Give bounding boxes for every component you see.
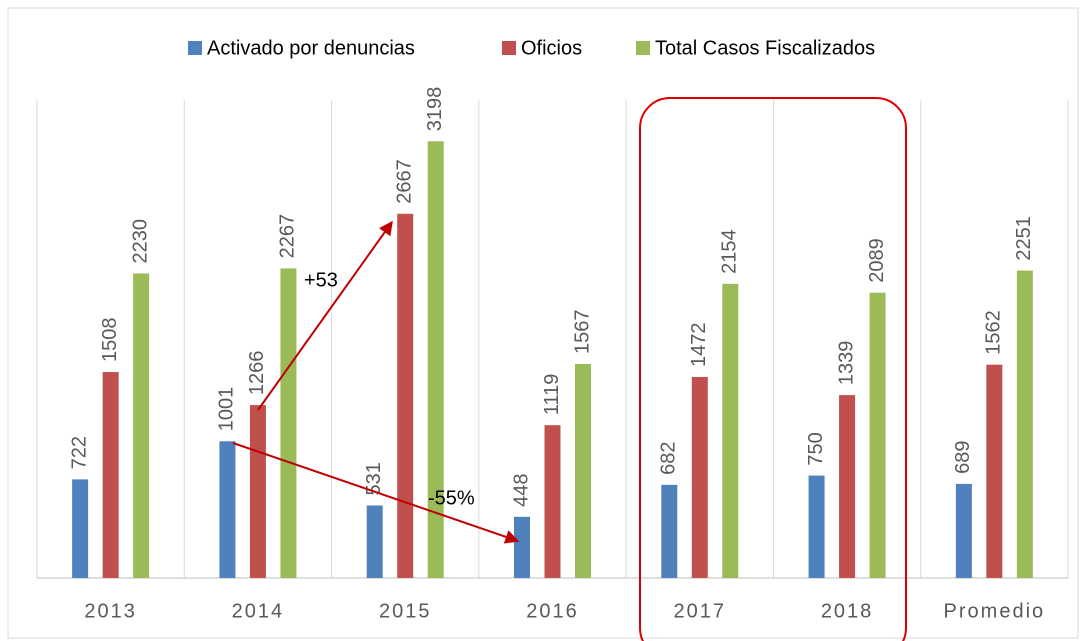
- x-tick-label: 2017: [674, 600, 727, 622]
- bar: [808, 475, 825, 578]
- bar: [575, 363, 591, 578]
- bar: [102, 372, 119, 578]
- data-label: 1472: [688, 322, 710, 367]
- bar: [249, 405, 266, 578]
- x-tick-label: 2013: [84, 600, 137, 622]
- data-label: 3198: [424, 87, 446, 132]
- bar: [986, 364, 1003, 578]
- x-tick-label: Promedio: [944, 600, 1046, 622]
- data-label: 2230: [129, 219, 151, 264]
- legend-swatch: [636, 41, 650, 55]
- bar: [544, 425, 561, 578]
- x-tick-label: 2016: [526, 600, 579, 622]
- bar: [72, 479, 89, 578]
- data-label: 1562: [983, 310, 1005, 355]
- data-label: 2089: [866, 238, 888, 283]
- annotation: +53: [304, 269, 338, 291]
- bar: [280, 268, 297, 578]
- data-label: 1001: [216, 387, 238, 432]
- bar: [133, 273, 150, 578]
- legend-swatch: [188, 41, 202, 55]
- bar: [869, 292, 886, 578]
- annotation: -55%: [428, 487, 475, 509]
- data-label: 682: [658, 441, 680, 474]
- bar: [1016, 270, 1033, 578]
- data-label: 2667: [393, 159, 415, 204]
- bar: [691, 376, 708, 578]
- arrow: [257, 220, 393, 411]
- highlight-box: [639, 97, 907, 641]
- data-label: 722: [68, 436, 90, 469]
- data-label: 689: [952, 441, 974, 474]
- bar: [722, 283, 739, 578]
- x-tick-label: 2018: [821, 600, 874, 622]
- bar: [661, 484, 678, 578]
- data-label: 531: [363, 462, 385, 495]
- data-label: 2267: [277, 214, 299, 259]
- data-label: 2154: [719, 229, 741, 274]
- legend-label: Activado por denuncias: [207, 37, 415, 59]
- data-label: 750: [805, 432, 827, 465]
- x-tick-label: 2015: [379, 600, 432, 622]
- data-label: 1119: [541, 374, 563, 416]
- legend-label: Oficios: [521, 37, 582, 59]
- bar: [427, 141, 444, 578]
- bar: [397, 213, 414, 578]
- bar: [514, 516, 530, 578]
- bar: [219, 441, 236, 578]
- arrow: [232, 442, 520, 544]
- data-label: 1266: [246, 351, 268, 396]
- data-label: 448: [510, 473, 532, 506]
- chart-frame: [7, 7, 1079, 639]
- bar: [366, 505, 383, 578]
- plot-area: Activado por denuncias Oficios Total Casos…: [36, 37, 1069, 622]
- x-tick-label: 2014: [232, 600, 285, 622]
- legend-swatch: [502, 41, 516, 55]
- bar: [955, 483, 972, 578]
- data-label: 1567: [571, 309, 593, 354]
- data-label: 1508: [99, 318, 121, 363]
- bar: [839, 395, 856, 578]
- data-label: 2251: [1013, 216, 1035, 261]
- legend-label: Total Casos Fiscalizados: [655, 37, 875, 59]
- data-label: 1339: [835, 341, 857, 386]
